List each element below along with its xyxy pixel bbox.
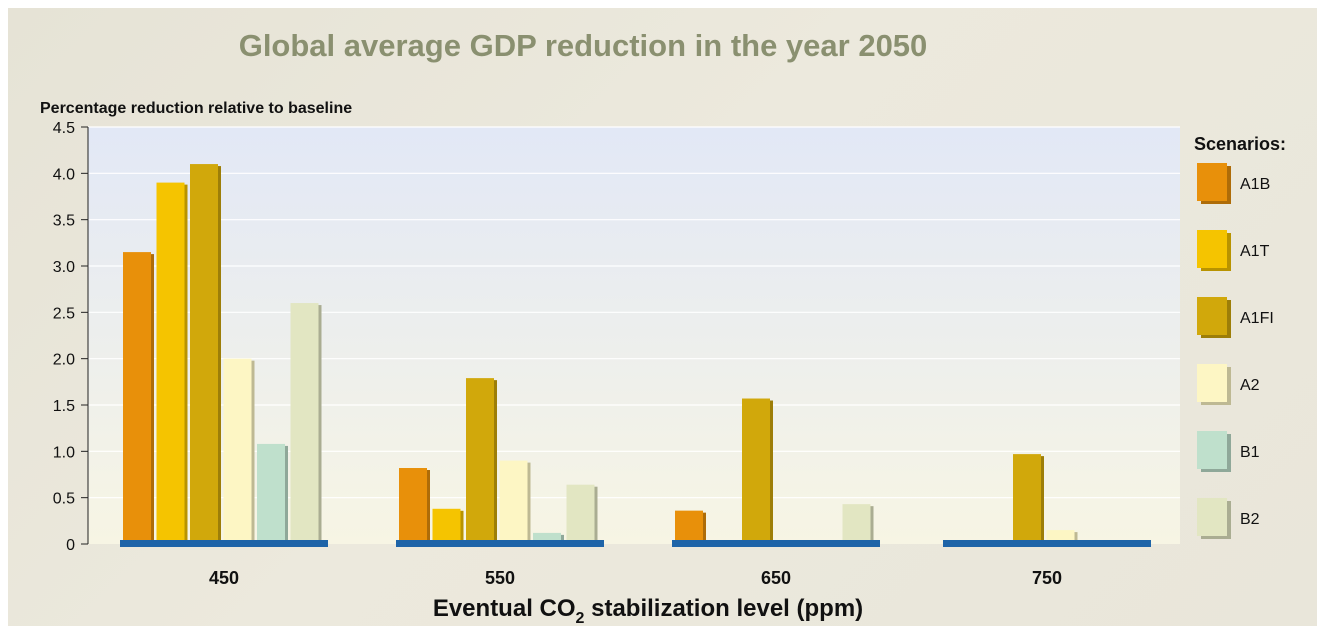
y-tick-label: 1.5 [53,398,75,415]
bar [257,443,285,544]
bar [533,532,561,544]
y-tick-label: 3.5 [53,213,75,230]
bar [290,303,319,544]
legend-label: B1 [1240,444,1260,461]
x-axis-categories: 450 550 650 750 [209,568,1062,588]
y-tick-label: 2.0 [53,352,75,369]
legend-label: A1FI [1240,310,1274,327]
legend-swatch [1197,230,1227,268]
category-baseline [943,540,1151,547]
y-tick-label: 0.5 [53,491,75,508]
category-baseline [120,540,328,547]
x-tick-label: 650 [761,568,791,588]
chart-frame: Global average GDP reduction in the year… [8,8,1317,626]
bar-chart: Global average GDP reduction in the year… [40,28,1286,626]
y-tick-label: 2.5 [53,305,75,322]
bar [432,508,461,544]
x-tick-label: 750 [1032,568,1062,588]
legend-swatch [1197,498,1227,536]
x-axis-label: Eventual CO2 stabilization level (ppm) [433,595,863,626]
bar [1013,454,1041,544]
legend: A1B A1T A1FI A2 B1 B2 [1197,163,1274,539]
bar [156,182,185,544]
bar [842,504,871,544]
legend-label: A2 [1240,377,1260,394]
y-tick-label: 4.5 [53,120,75,137]
legend-label: A1T [1240,243,1270,260]
bar [675,510,703,544]
bar [123,252,151,544]
legend-swatch [1197,163,1227,201]
y-tick-label: 4.0 [53,166,75,183]
category-baseline [396,540,604,547]
y-axis-label: Percentage reduction relative to baselin… [40,100,352,117]
y-axis: 0 0.5 1.0 1.5 2.0 2.5 3.0 3.5 4.0 4.5 [53,120,89,554]
bar [466,378,494,544]
y-tick-label: 0 [66,537,75,554]
legend-label: A1B [1240,176,1270,193]
bar [223,358,252,544]
x-tick-label: 550 [485,568,515,588]
legend-title: Scenarios: [1194,134,1286,154]
chart-title: Global average GDP reduction in the year… [239,28,928,63]
legend-swatch [1197,297,1227,335]
bar [499,460,528,544]
baselines [120,540,1151,547]
bar [399,468,427,544]
bar [566,484,595,544]
bar [190,164,218,545]
y-tick-label: 1.0 [53,444,75,461]
category-baseline [672,540,880,547]
bar [742,398,770,544]
legend-swatch [1197,364,1227,402]
legend-swatch [1197,431,1227,469]
bars [123,164,1078,545]
y-tick-label: 3.0 [53,259,75,276]
x-tick-label: 450 [209,568,239,588]
legend-label: B2 [1240,511,1260,528]
